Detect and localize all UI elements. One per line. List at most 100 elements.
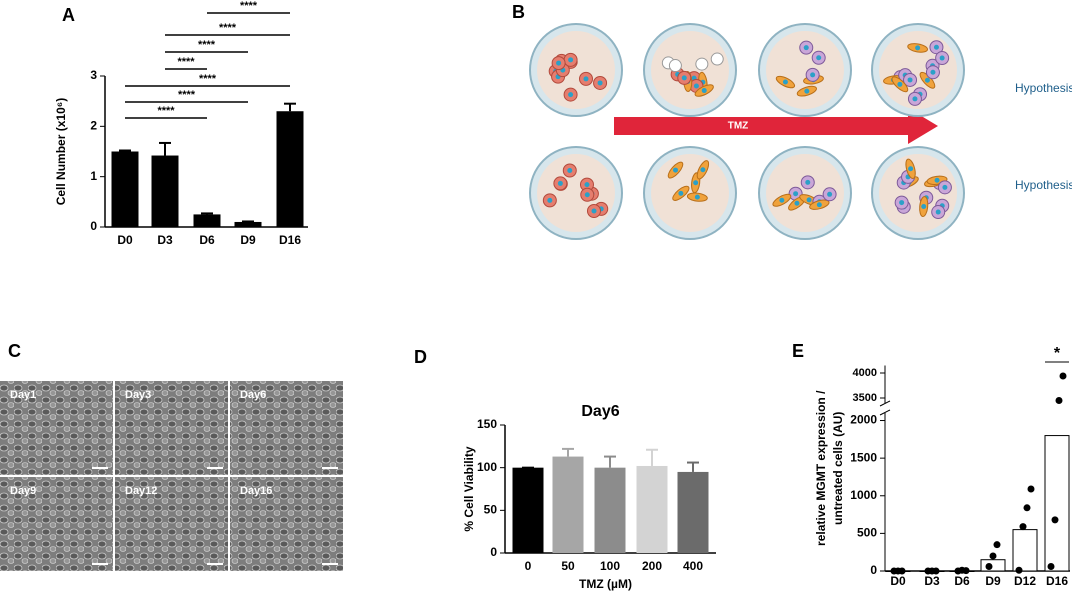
data-point [1055,397,1063,404]
x-tick-label: D16 [1046,574,1068,588]
bar [594,467,626,553]
y-tick-label: 1000 [850,488,877,502]
nucleus [935,209,941,215]
bar [276,111,304,227]
nucleus [930,69,936,75]
nucleus [897,81,903,87]
y-tick-label: 1500 [850,450,877,464]
data-point [1027,485,1035,493]
bar [636,465,668,553]
micrograph-label: Day12 [125,485,157,497]
data-point [1059,372,1067,380]
nucleus [568,92,574,98]
x-tick-label: 100 [600,559,620,573]
bar [111,151,139,227]
micrograph-label: Day1 [10,389,36,401]
data-point [1015,566,1023,574]
bar [552,456,584,553]
data-point [1047,562,1055,570]
x-tick-label: 400 [683,559,703,573]
panel-label: C [8,341,21,361]
nucleus [584,192,590,198]
bar [980,559,1006,572]
x-tick-label: D0 [890,574,906,588]
significance-label: **** [219,22,237,34]
y-tick-label: 3500 [853,392,877,404]
nucleus [567,167,573,173]
petri-dish-medium [651,154,729,232]
nucleus [915,45,921,51]
hypothesis-label: Hypothesis 2 [1015,178,1072,192]
x-tick-label: D0 [117,233,133,247]
cell [668,59,682,73]
significance-label: **** [177,56,195,68]
cell [695,57,709,71]
micrograph [0,381,113,475]
x-tick-label: D3 [157,233,173,247]
panel-label: B [512,2,525,22]
bar [151,155,179,227]
y-tick-label: 100 [477,460,497,474]
y-tick-label: 50 [484,503,498,517]
y-tick-label: 1 [90,169,97,183]
data-point [1023,504,1031,512]
nucleus [934,177,940,183]
axis-break [879,409,891,416]
cell [710,52,724,66]
nucleus [568,57,574,63]
nucleus [806,197,812,203]
nucleus [827,191,833,197]
bar [677,471,709,553]
nucleus [924,77,930,83]
nucleus [803,45,809,51]
nucleus [681,75,687,81]
significance-label: **** [157,105,175,117]
nucleus [583,76,589,82]
data-point [985,562,993,570]
nucleus [942,184,948,190]
micrograph [115,477,228,571]
bar [193,214,221,227]
x-tick-label: 50 [561,559,575,573]
y-tick-label: 4000 [853,367,877,379]
data-point [989,552,997,560]
data-point [962,567,970,575]
nucleus [816,55,822,61]
petri-dish-medium [537,31,615,109]
data-point [1019,523,1027,531]
x-tick-label: D6 [199,233,215,247]
petri-dish-medium [766,154,844,232]
nucleus [547,197,553,203]
nucleus [912,96,918,102]
y-tick-label: 0 [870,563,877,577]
y-axis-label: relative MGMT expression / [814,390,828,546]
nucleus [584,182,590,188]
nucleus [921,204,927,210]
nucleus [779,197,785,203]
data-point [898,567,906,575]
nucleus [907,77,913,83]
micrograph-label: Day3 [125,389,151,401]
nucleus [782,79,788,85]
micrograph [0,477,113,571]
y-axis-label: Cell Number (x10⁶) [54,98,68,206]
data-point [932,567,940,575]
y-tick-label: 3 [90,68,97,82]
nucleus [816,202,822,208]
panel-label: E [792,341,804,361]
bar [1012,529,1038,572]
chart-title: Day6 [581,403,619,420]
panel-label: A [62,5,75,25]
micrograph-label: Day6 [240,389,266,401]
tmz-arrow [614,108,938,144]
x-tick-label: 0 [525,559,532,573]
y-tick-label: 500 [857,526,877,540]
y-tick-label: 0 [490,545,497,559]
nucleus [693,180,699,186]
y-tick-label: 2 [90,119,97,133]
nucleus [591,208,597,214]
bar [512,467,544,553]
significance-label: **** [198,39,216,51]
nucleus [939,55,945,61]
